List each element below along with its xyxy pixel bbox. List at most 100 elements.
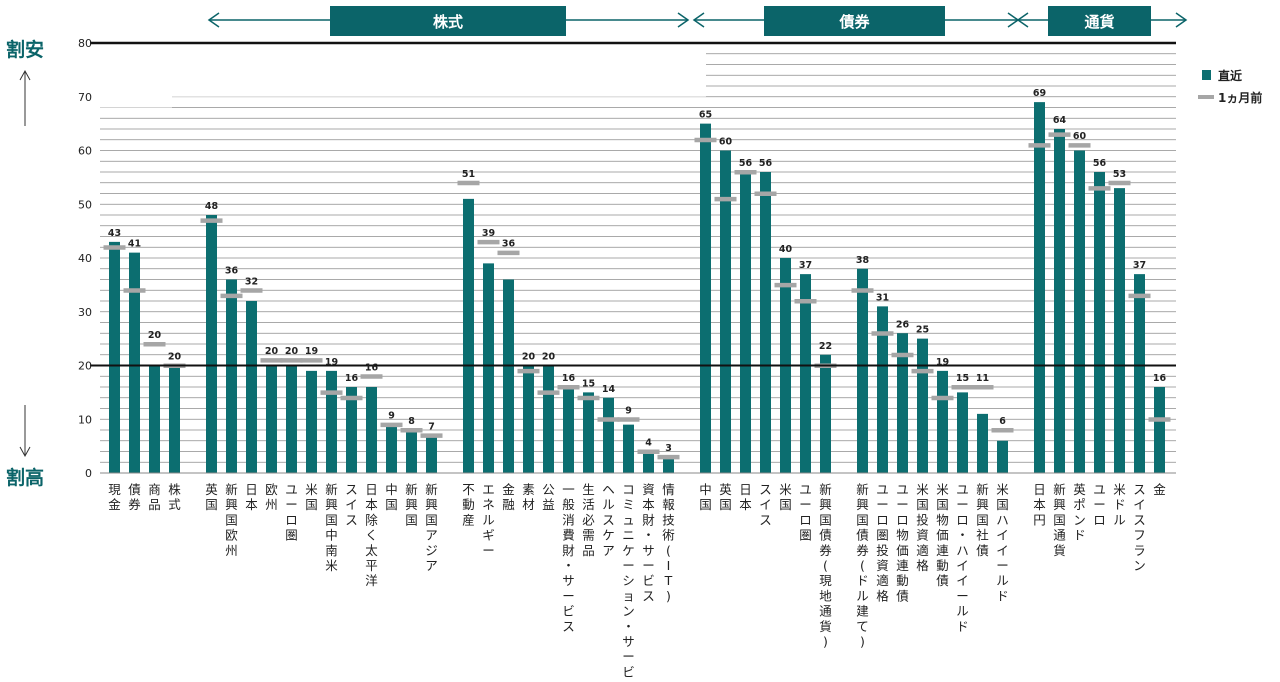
svg-text:米国投資適格: 米国投資適格 xyxy=(916,482,929,573)
category-label: 公益 xyxy=(542,482,555,512)
bar-current xyxy=(463,198,474,473)
grid-mask xyxy=(172,45,706,97)
value-label: 20 xyxy=(265,346,279,357)
value-label: 19 xyxy=(305,346,318,357)
category-label: 生活必需品 xyxy=(582,482,595,558)
category-label: 欧州 xyxy=(265,482,278,512)
marker-previous xyxy=(420,433,443,438)
value-label: 20 xyxy=(285,346,299,357)
bar-current xyxy=(1154,387,1165,473)
svg-text:中国: 中国 xyxy=(385,482,398,512)
category-label: 不動産 xyxy=(462,482,475,527)
svg-text:コミュニケーション・サービス: コミュニケーション・サービス xyxy=(622,482,635,682)
svg-text:新興国欧州: 新興国欧州 xyxy=(225,482,238,558)
value-label: 20 xyxy=(542,352,556,363)
svg-text:日本: 日本 xyxy=(245,482,258,512)
category-label: スイスフラン xyxy=(1133,482,1146,573)
bar-current xyxy=(366,387,377,473)
marker-previous xyxy=(1088,186,1111,191)
svg-text:一般消費財・サービス: 一般消費財・サービス xyxy=(562,482,575,634)
marker-previous xyxy=(1108,180,1131,186)
value-label: 37 xyxy=(1133,260,1146,271)
bar-current xyxy=(286,365,297,473)
value-label: 60 xyxy=(1073,131,1087,142)
value-label: 9 xyxy=(625,405,632,416)
value-label: 11 xyxy=(976,373,989,384)
value-label: 69 xyxy=(1033,88,1046,99)
value-label: 31 xyxy=(876,292,889,303)
bar-current xyxy=(426,435,437,473)
value-label: 7 xyxy=(428,421,435,432)
y-tick-label: 20 xyxy=(78,360,92,373)
category-label: 債券 xyxy=(128,482,141,512)
bar-current xyxy=(997,440,1008,473)
category-label: 新興国債券(ドル建て) xyxy=(856,482,869,649)
marker-previous xyxy=(380,422,403,428)
marker-previous xyxy=(891,352,914,358)
marker-previous xyxy=(871,331,894,336)
marker-previous xyxy=(400,428,423,433)
value-label: 56 xyxy=(739,158,753,169)
category-label: 金 xyxy=(1153,482,1166,497)
svg-text:英国: 英国 xyxy=(205,482,218,512)
svg-text:ヘルスケア: ヘルスケア xyxy=(602,482,615,558)
bar-current xyxy=(643,451,654,473)
category-label: ヘルスケア xyxy=(602,482,615,558)
bar-current xyxy=(483,263,494,473)
bar-current xyxy=(1134,274,1145,473)
right-arrow-icon xyxy=(677,12,690,28)
value-label: 48 xyxy=(205,201,219,212)
svg-text:エネルギー: エネルギー xyxy=(482,482,495,558)
cheap-label: 割安 xyxy=(6,38,44,61)
section-label: 株式 xyxy=(433,13,463,31)
category-label: 金融 xyxy=(502,482,515,512)
y-tick-label: 40 xyxy=(78,252,92,265)
category-label: 素材 xyxy=(522,482,535,512)
svg-text:新興国: 新興国 xyxy=(405,482,418,527)
value-label: 8 xyxy=(408,416,415,427)
marker-previous xyxy=(517,368,540,374)
bar-current xyxy=(857,268,868,473)
category-label: 新興国債券(現地通貨) xyxy=(819,482,832,649)
marker-previous xyxy=(637,449,660,454)
down-arrowhead-icon xyxy=(19,446,31,458)
marker-previous xyxy=(457,180,480,186)
bar-current xyxy=(226,279,237,473)
marker-previous xyxy=(300,358,323,363)
svg-text:日本円: 日本円 xyxy=(1033,482,1046,527)
marker-series-previous xyxy=(103,132,1171,460)
expensive-label: 割高 xyxy=(6,466,44,489)
category-label: 新興国欧州 xyxy=(225,482,238,558)
svg-text:新興国社債: 新興国社債 xyxy=(976,482,989,558)
category-labels: 現金債券商品株式英国新興国欧州日本欧州ユーロ圏米国新興国中南米スイス日本除く太平… xyxy=(108,482,1166,682)
marker-previous xyxy=(123,288,146,293)
category-label: 英ポンド xyxy=(1073,482,1086,543)
bar-current xyxy=(503,279,514,473)
bar-current xyxy=(663,456,674,473)
category-label: ユーロ xyxy=(1093,482,1106,527)
svg-text:ユーロ圏: ユーロ圏 xyxy=(285,482,298,543)
grid-lines xyxy=(100,45,1176,463)
marker-previous xyxy=(774,282,797,288)
category-label: 中国 xyxy=(699,482,712,512)
value-label: 37 xyxy=(799,260,812,271)
reference-lines xyxy=(90,41,1176,474)
marker-previous xyxy=(617,417,640,422)
svg-text:公益: 公益 xyxy=(542,482,555,512)
marker-previous xyxy=(360,374,383,379)
marker-previous xyxy=(240,288,263,293)
marker-previous xyxy=(1048,132,1071,137)
value-label: 65 xyxy=(699,110,712,121)
bar-current xyxy=(149,365,160,473)
svg-text:米国: 米国 xyxy=(305,482,318,512)
bar-current xyxy=(326,370,337,473)
bar-current xyxy=(246,301,257,473)
bar-current xyxy=(603,397,614,473)
bar-current xyxy=(1094,172,1105,473)
value-label: 6 xyxy=(999,416,1006,427)
side-indicators: 割安 割高 xyxy=(6,38,44,489)
bar-current xyxy=(206,215,217,473)
category-label: 米国ハイイールド xyxy=(996,482,1009,603)
category-label: 商品 xyxy=(148,482,161,512)
category-label: 現金 xyxy=(108,482,121,512)
